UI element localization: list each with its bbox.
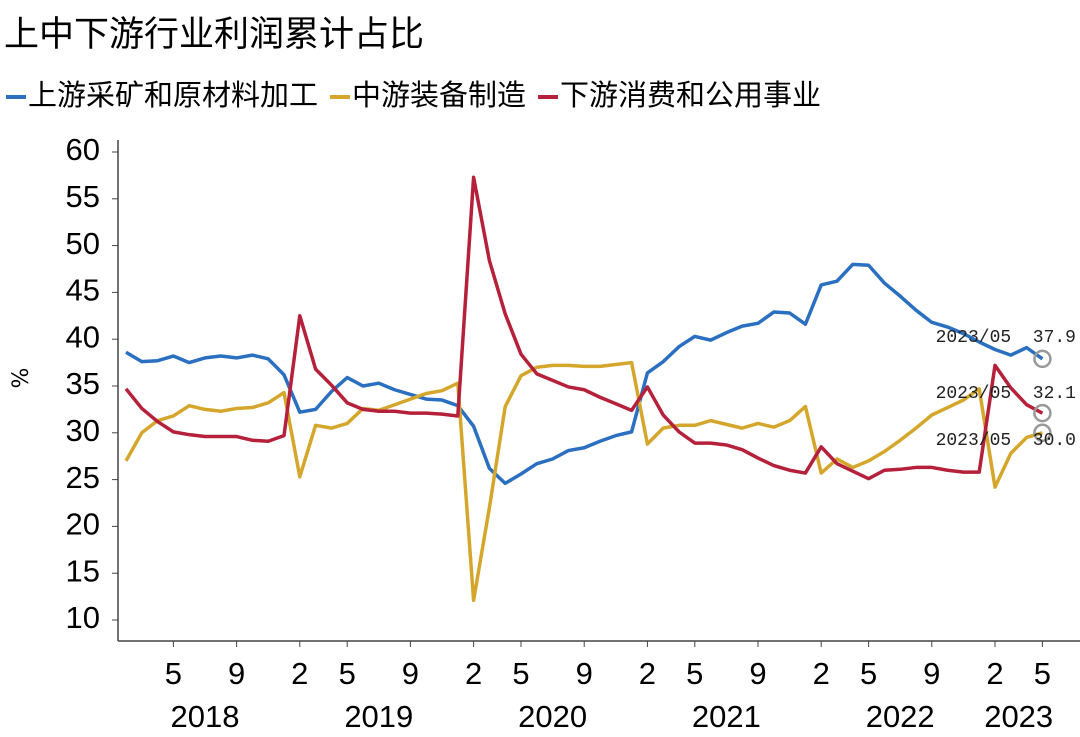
y-tick-label: 35 <box>66 366 100 401</box>
x-tick-label: 2 <box>465 656 482 691</box>
series-line <box>125 262 1044 486</box>
year-label: 2019 <box>344 699 413 734</box>
year-label: 2022 <box>866 699 935 734</box>
x-tick-label: 2 <box>639 656 656 691</box>
legend-label: 下游消费和公用事业 <box>560 78 821 112</box>
x-tick-label: 9 <box>923 656 940 691</box>
y-tick-label: 10 <box>66 600 100 635</box>
year-label: 2020 <box>518 699 587 734</box>
x-tick-label: 5 <box>860 656 877 691</box>
y-tick-label: 15 <box>66 553 100 588</box>
x-tick-label: 9 <box>402 656 419 691</box>
y-tick-label: 45 <box>66 273 100 308</box>
y-tick-label: 50 <box>66 226 100 261</box>
series-line <box>124 360 1043 603</box>
end-marker <box>1033 349 1052 369</box>
x-tick-label: 2 <box>291 656 308 691</box>
annotation: 2023/05 32.1 <box>936 384 1076 404</box>
y-axis-label: % <box>9 368 34 389</box>
end-marker <box>1033 403 1052 423</box>
chart-title: 上中下游行业利润累计占比 <box>4 15 424 55</box>
x-tick-label: 5 <box>686 656 703 691</box>
annotation: 2023/05 37.9 <box>936 328 1076 348</box>
x-tick-label: 5 <box>339 656 356 691</box>
year-label: 2021 <box>692 699 761 734</box>
legend-label: 上游采矿和原材料加工 <box>28 78 318 112</box>
annotation: 2023/05 30.0 <box>936 431 1076 451</box>
x-tick-label: 9 <box>228 656 245 691</box>
x-tick-label: 9 <box>576 656 593 691</box>
x-tick-label: 5 <box>1034 656 1051 691</box>
year-label: 2023 <box>984 699 1053 734</box>
x-tick-label: 2 <box>986 656 1003 691</box>
y-tick-label: 60 <box>66 132 100 167</box>
x-tick-label: 9 <box>749 656 766 691</box>
x-tick-label: 2 <box>813 656 830 691</box>
x-tick-label: 5 <box>512 656 529 691</box>
y-tick-label: 30 <box>66 413 100 448</box>
y-tick-label: 55 <box>66 179 100 214</box>
series-line <box>124 175 1044 481</box>
end-marker <box>1033 423 1052 443</box>
y-tick-label: 40 <box>66 319 100 354</box>
y-tick-label: 25 <box>66 460 100 495</box>
legend-label: 中游装备制造 <box>352 78 526 112</box>
x-tick-label: 5 <box>165 656 182 691</box>
y-tick-label: 20 <box>66 507 100 542</box>
year-label: 2018 <box>171 699 240 734</box>
